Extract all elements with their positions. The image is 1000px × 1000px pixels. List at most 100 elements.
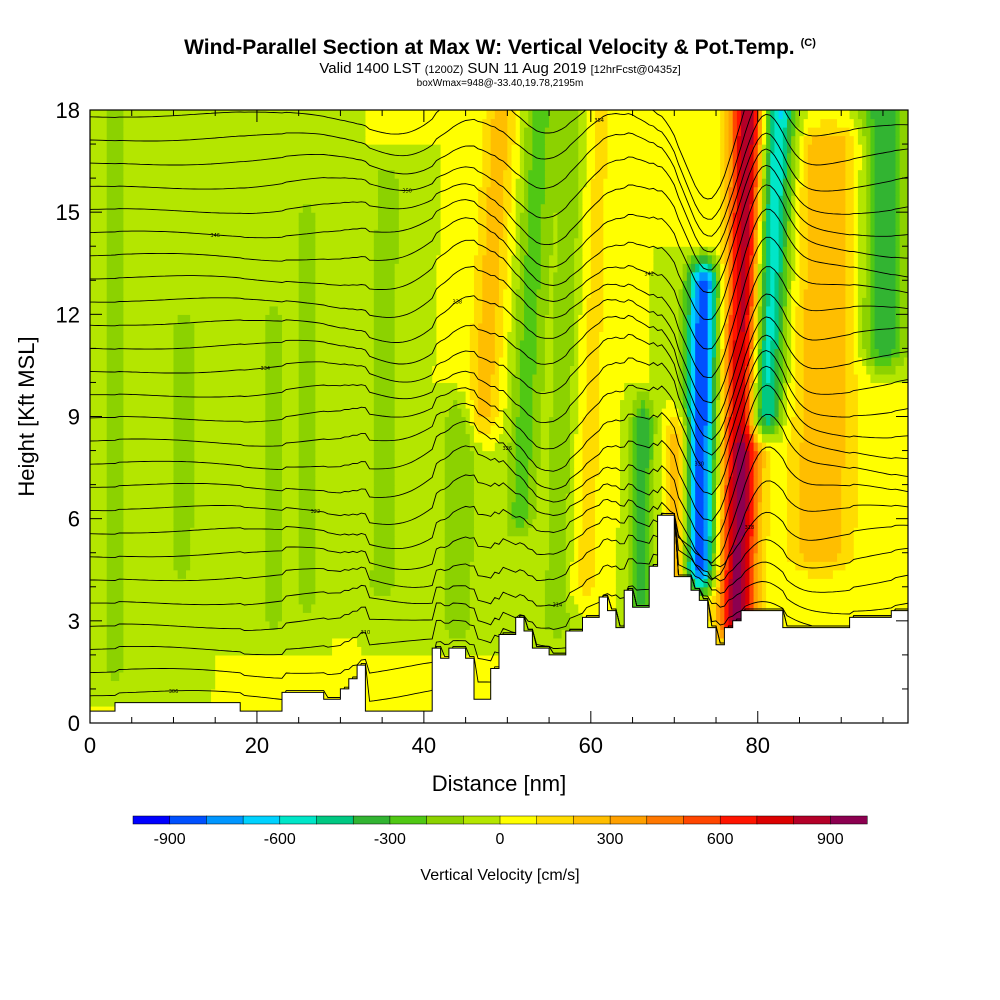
w-field-cell	[736, 178, 742, 188]
w-field-cell	[265, 527, 283, 537]
w-field-cell	[720, 510, 725, 520]
w-field-cell	[682, 484, 688, 494]
isentrope-line	[90, 384, 908, 522]
w-field-cell	[436, 331, 471, 341]
w-field-cell	[398, 246, 442, 256]
w-field-cell	[528, 493, 538, 503]
w-field-cell	[511, 373, 521, 384]
w-field-cell	[803, 416, 846, 426]
w-field-cell	[770, 339, 780, 349]
w-field-cell	[645, 501, 650, 511]
w-field-cell	[786, 450, 801, 460]
w-field-cell	[90, 152, 108, 162]
w-field-cell	[628, 442, 634, 452]
w-field-cell	[766, 127, 771, 137]
w-field-cell	[90, 680, 216, 690]
w-field-cell	[499, 365, 508, 375]
w-field-cell	[123, 382, 175, 392]
w-field-cell	[373, 271, 396, 281]
w-field-cell	[177, 569, 187, 579]
w-field-cell	[574, 297, 584, 307]
w-field-cell	[874, 152, 897, 162]
w-field-cell	[724, 399, 730, 409]
w-field-cell	[123, 314, 179, 324]
w-field-cell	[281, 339, 300, 349]
w-field-cell	[866, 152, 872, 162]
w-field-cell	[736, 322, 742, 332]
w-field-cell	[791, 144, 796, 154]
w-field-cell	[766, 212, 771, 222]
w-field-cell	[845, 373, 859, 384]
w-field-cell	[799, 161, 805, 171]
w-field-cell	[544, 339, 554, 349]
w-field-cell	[582, 501, 596, 511]
w-field-cell	[507, 484, 517, 494]
w-field-cell	[653, 493, 663, 503]
w-field-cell	[90, 697, 212, 707]
w-field-cell	[720, 629, 725, 639]
w-field-cell	[90, 331, 108, 341]
isentrope-line	[90, 334, 908, 456]
w-field-cell	[478, 390, 492, 401]
w-field-cell	[803, 144, 809, 154]
w-field-cell	[553, 390, 571, 401]
w-field-cell	[757, 297, 763, 307]
w-field-cell	[106, 390, 124, 401]
w-field-cell	[786, 271, 792, 281]
w-field-cell	[536, 314, 546, 324]
w-field-cell	[682, 416, 688, 426]
w-field-cell	[857, 229, 867, 239]
w-field-cell	[574, 322, 579, 332]
w-field-cell	[645, 578, 650, 588]
w-field-cell	[519, 118, 529, 128]
w-field-cell	[845, 314, 855, 324]
w-field-cell	[578, 399, 588, 409]
w-field-cell	[720, 399, 725, 409]
w-field-cell	[795, 382, 805, 392]
w-field-cell	[315, 339, 375, 349]
w-field-cell	[899, 246, 908, 256]
w-field-cell	[553, 271, 575, 281]
w-field-cell	[373, 339, 396, 349]
w-field-cell	[799, 297, 805, 307]
w-field-cell	[678, 535, 684, 545]
w-field-cell	[490, 399, 500, 409]
w-field-cell	[590, 586, 617, 596]
w-field-cell	[766, 297, 771, 307]
w-field-cell	[574, 348, 579, 358]
w-field-cell	[749, 288, 755, 298]
w-field-cell	[574, 544, 579, 554]
w-field-cell	[695, 416, 709, 426]
w-field-cell	[745, 416, 750, 426]
w-field-cell	[695, 297, 700, 307]
w-field-cell	[574, 510, 584, 520]
w-field-cell	[682, 467, 688, 477]
w-field-cell	[761, 195, 767, 205]
w-field-cell	[90, 620, 108, 630]
w-field-cell	[594, 493, 621, 503]
w-field-cell	[586, 297, 604, 307]
w-field-cell	[265, 603, 283, 613]
w-field-cell	[757, 169, 763, 179]
w-field-cell	[690, 544, 696, 554]
w-field-cell	[281, 373, 300, 384]
w-field-cell	[732, 246, 738, 256]
w-field-cell	[749, 407, 755, 418]
w-field-cell	[749, 220, 755, 230]
w-field-cell	[857, 442, 908, 452]
w-field-cell	[653, 476, 663, 486]
w-field-cell	[791, 288, 801, 298]
w-field-cell	[757, 178, 763, 188]
w-field-cell	[665, 510, 671, 520]
w-field-cell	[695, 578, 705, 588]
x-tick-label: 20	[245, 733, 269, 758]
w-field-cell	[636, 527, 646, 537]
w-field-cell	[732, 561, 742, 571]
w-field-cell	[590, 220, 604, 230]
w-field-cell	[895, 280, 901, 290]
w-field-cell	[553, 246, 559, 256]
w-field-cell	[690, 416, 696, 426]
w-field-cell	[711, 373, 717, 384]
w-field-cell	[590, 288, 604, 298]
colorbar-swatch	[316, 815, 354, 825]
